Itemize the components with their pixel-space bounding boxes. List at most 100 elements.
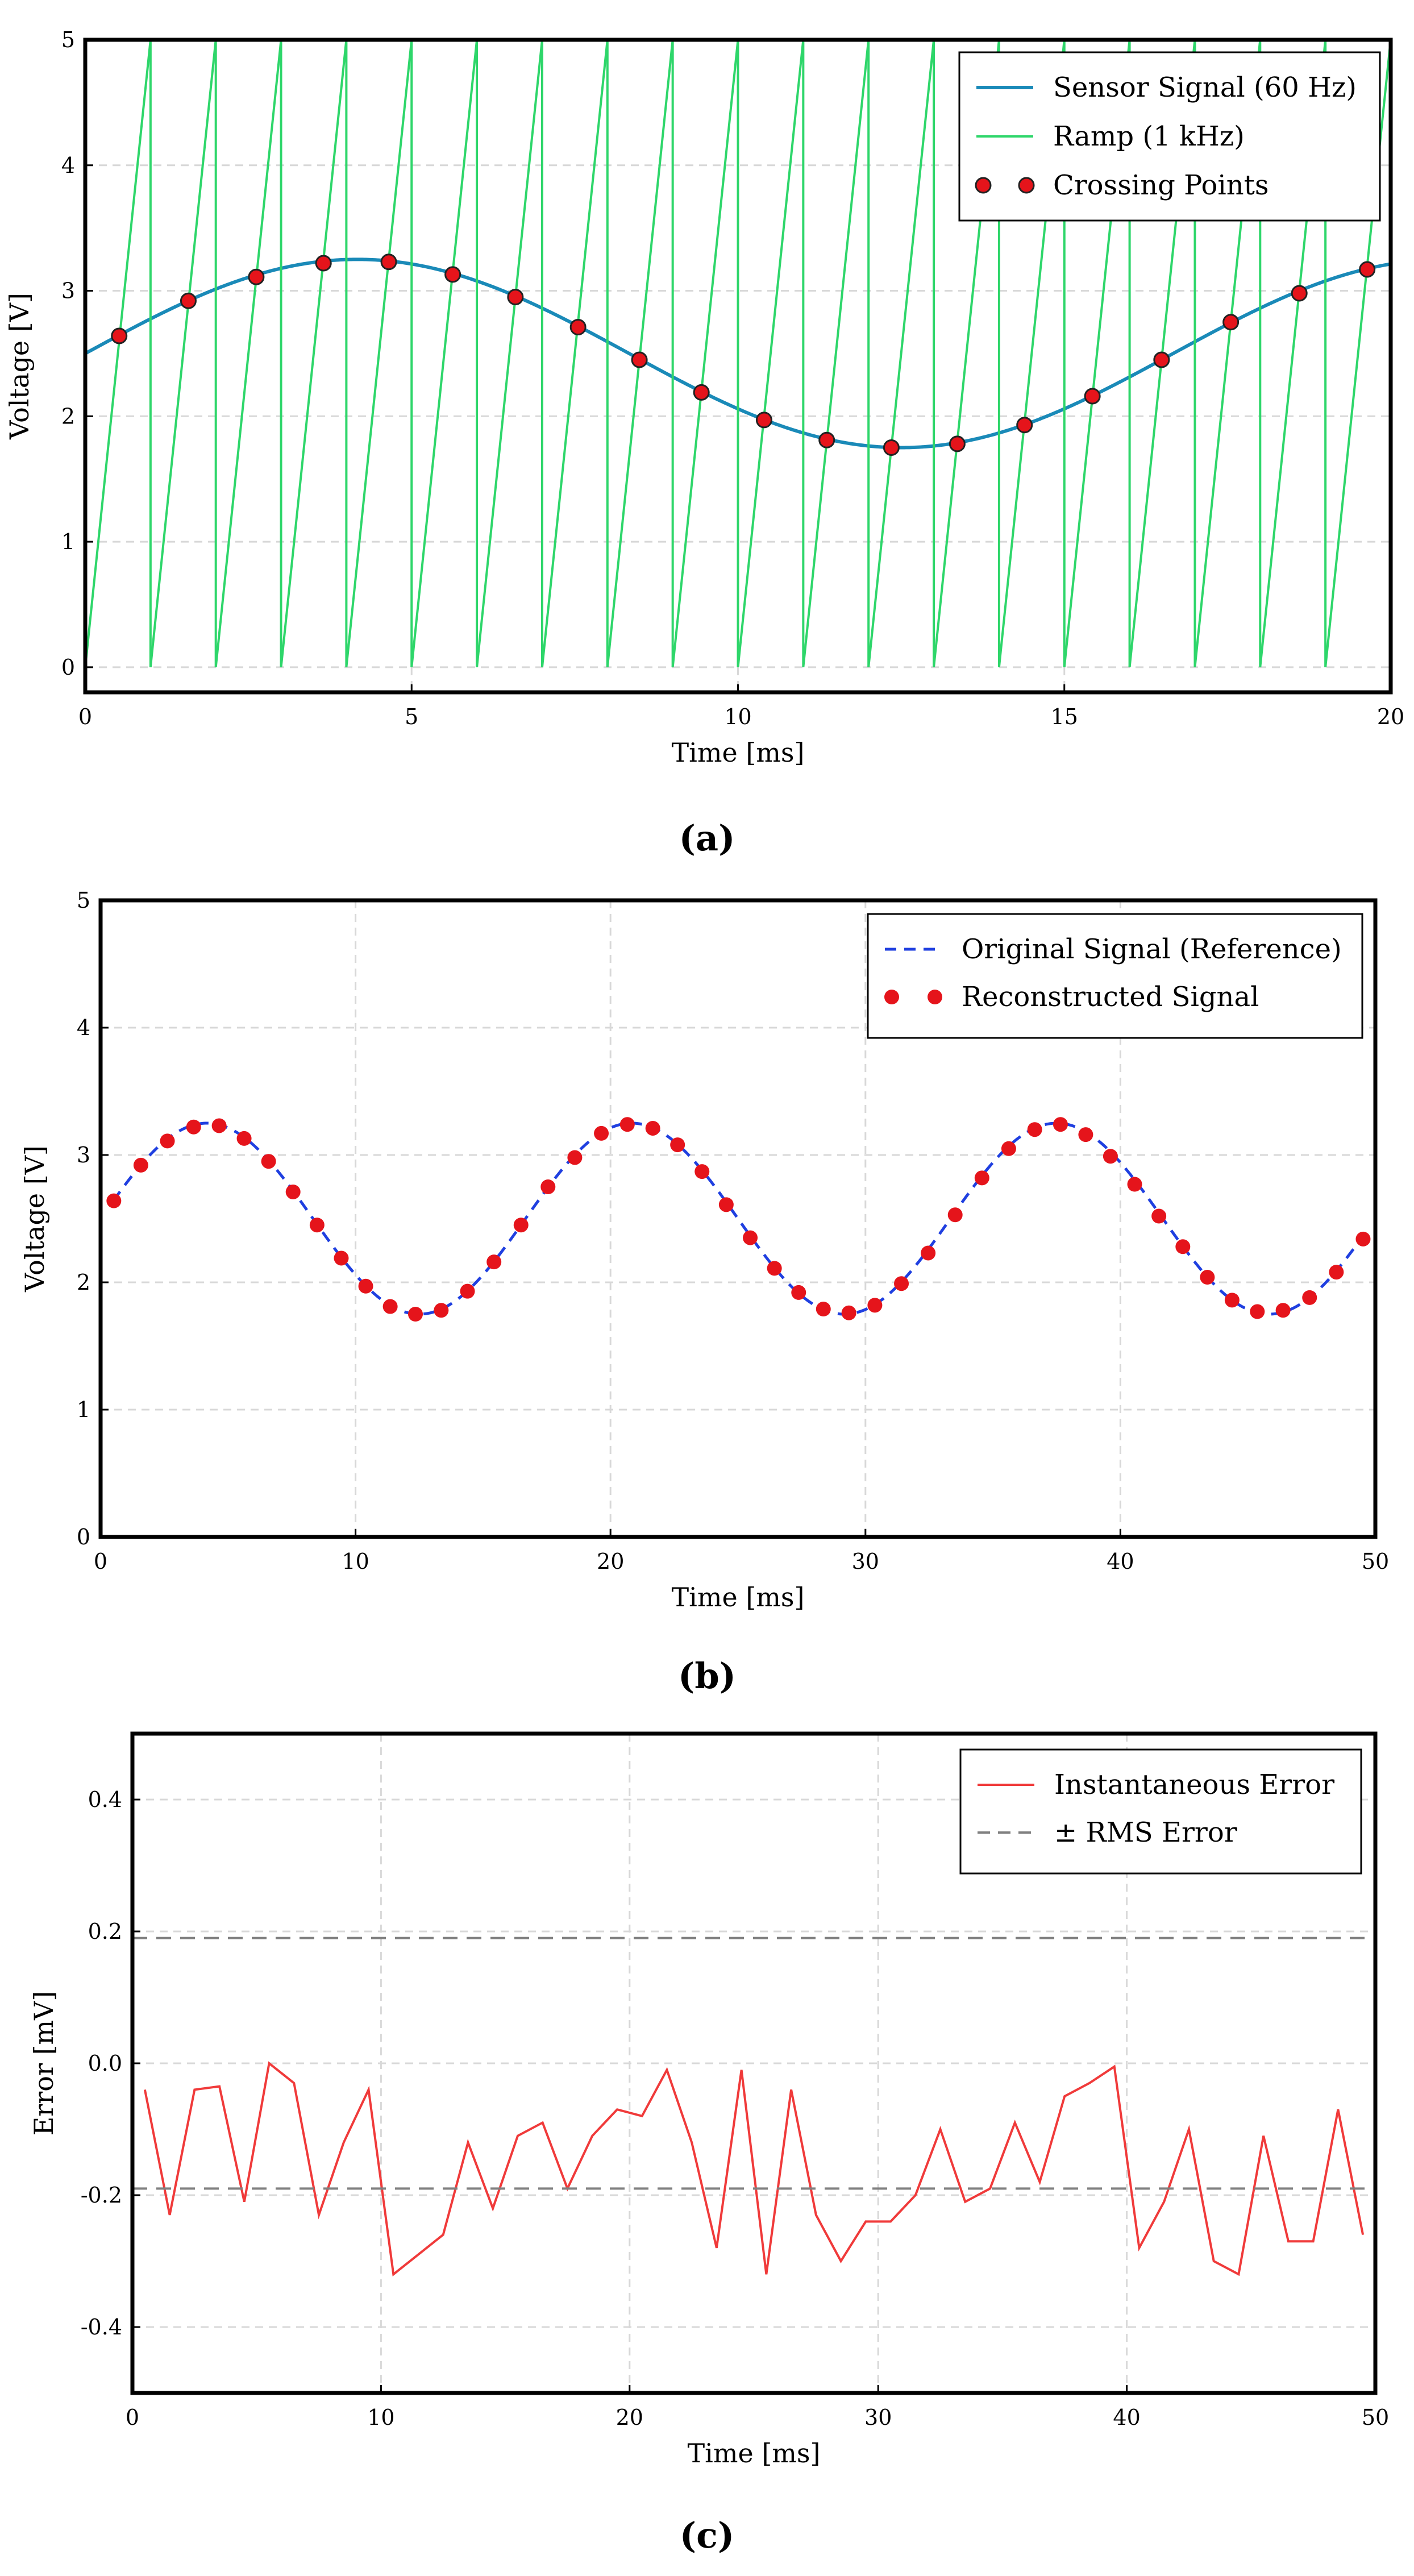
reconstructed-point-marker bbox=[767, 1261, 782, 1276]
crossing-point-marker bbox=[315, 255, 332, 272]
reconstructed-point-marker bbox=[434, 1303, 449, 1318]
series-line-reference bbox=[112, 1121, 1364, 1316]
reconstructed-point-marker bbox=[1078, 1127, 1093, 1142]
reconstructed-point-marker bbox=[791, 1285, 806, 1300]
ramp-rise-segment bbox=[149, 40, 217, 668]
reconstructed-point-marker bbox=[334, 1250, 349, 1266]
reconstructed-point-marker bbox=[894, 1276, 909, 1291]
chart-panel-b: 0 10 20 30 40 50 0 1 2 3 4 5 Time [ms] Voltage [V] Ori… bbox=[19, 888, 1389, 1697]
reconstructed-point-marker bbox=[841, 1305, 856, 1320]
legend-label: Original Signal (Reference) bbox=[962, 933, 1342, 965]
reconstructed-point-marker bbox=[486, 1254, 502, 1270]
legend-box bbox=[867, 913, 1363, 1039]
ramp-rise-segment bbox=[345, 40, 413, 668]
legend-swatch-marker bbox=[975, 177, 992, 194]
reconstructed-point-marker bbox=[743, 1230, 758, 1245]
reconstructed-point-marker bbox=[513, 1218, 529, 1233]
legend-box bbox=[959, 1748, 1362, 1875]
reconstructed-point-marker bbox=[718, 1197, 734, 1212]
plot-frame bbox=[98, 898, 1378, 1539]
crossing-point-marker bbox=[248, 268, 265, 285]
y-axis-label: Error [mV] bbox=[28, 1991, 59, 2136]
ramp-rise-segment bbox=[737, 40, 805, 668]
reconstructed-point-marker bbox=[160, 1133, 175, 1149]
reconstructed-point-marker bbox=[974, 1170, 989, 1186]
reconstructed-point-marker bbox=[645, 1120, 660, 1136]
y-axis-label: Voltage [V] bbox=[19, 1145, 50, 1293]
x-tick-label: 0 bbox=[78, 704, 92, 729]
ramp-rise-segment bbox=[410, 40, 479, 668]
crossing-point-marker bbox=[693, 384, 710, 401]
reconstructed-point-marker bbox=[133, 1157, 148, 1173]
x-tick-label: 50 bbox=[1362, 2405, 1389, 2430]
x-tick-label: 30 bbox=[852, 1549, 879, 1574]
y-tick-label: -0.2 bbox=[81, 2183, 122, 2208]
ramp-rise-segment bbox=[85, 40, 152, 668]
reconstructed-point-marker bbox=[1001, 1141, 1016, 1156]
ramp-rise-segment bbox=[540, 40, 609, 668]
crossing-point-marker bbox=[1359, 261, 1376, 278]
crossing-point-marker bbox=[1222, 314, 1240, 331]
legend: Instantaneous Error ± RMS Error bbox=[959, 1748, 1362, 1875]
reconstructed-point-marker bbox=[1027, 1122, 1042, 1137]
reconstructed-point-marker bbox=[1355, 1231, 1371, 1247]
reconstructed-point-marker bbox=[1224, 1293, 1240, 1308]
y-tick-label: 1 bbox=[77, 1397, 90, 1422]
y-axis-label: Voltage [V] bbox=[4, 293, 35, 440]
legend-label: Sensor Signal (60 Hz) bbox=[1053, 72, 1357, 103]
chart-panel-c: 0 10 20 30 40 50 -0.4 -0.2 0.0 0.2 0.4 Time [ms] Err… bbox=[28, 1731, 1389, 2556]
crossing-point-marker bbox=[883, 439, 900, 456]
reconstructed-point-marker bbox=[1175, 1239, 1191, 1254]
ramp-rise-segment bbox=[214, 40, 282, 668]
reconstructed-point-marker bbox=[694, 1164, 710, 1179]
reconstructed-point-marker bbox=[236, 1131, 252, 1146]
x-tick-label: 20 bbox=[597, 1549, 624, 1574]
reconstructed-point-marker bbox=[285, 1184, 301, 1199]
reconstructed-point-marker bbox=[1103, 1149, 1118, 1164]
panel-caption: (c) bbox=[680, 2515, 734, 2556]
crossing-point-marker bbox=[507, 289, 524, 306]
y-tick-label: 2 bbox=[77, 1270, 90, 1295]
x-tick-label: 5 bbox=[405, 704, 418, 729]
x-tick-label: 40 bbox=[1107, 1549, 1134, 1574]
y-tick-label: 0 bbox=[61, 655, 75, 680]
chart-panel-a: 0 5 10 15 20 0 1 2 3 4 5 Time [ms] Voltage [V] Sensor… bbox=[4, 27, 1404, 859]
y-tick-label: 2 bbox=[61, 404, 75, 429]
crossing-point-marker bbox=[380, 254, 397, 271]
reconstructed-point-marker bbox=[947, 1207, 963, 1223]
reconstructed-point-marker bbox=[460, 1283, 475, 1299]
ramp-rise-segment bbox=[476, 40, 543, 668]
crossing-point-marker bbox=[1291, 285, 1308, 302]
reconstructed-point-marker bbox=[1127, 1177, 1142, 1192]
legend-swatch-marker bbox=[928, 990, 942, 1004]
y-tick-label: 0.2 bbox=[88, 1919, 122, 1944]
legend-label: Ramp (1 kHz) bbox=[1053, 121, 1245, 152]
reconstructed-point-marker bbox=[309, 1218, 325, 1233]
crossing-point-marker bbox=[818, 431, 835, 448]
series-line-error bbox=[143, 2061, 1365, 2276]
crossing-point-marker bbox=[180, 292, 197, 309]
plot-area bbox=[106, 1117, 1371, 1322]
x-axis-label: Time [ms] bbox=[672, 1582, 805, 1613]
crossing-point-marker bbox=[1084, 388, 1101, 405]
reconstructed-point-marker bbox=[1250, 1304, 1265, 1319]
x-tick-label: 0 bbox=[126, 2405, 139, 2430]
y-tick-label: 0.0 bbox=[88, 2051, 122, 2076]
reconstructed-point-marker bbox=[1329, 1265, 1344, 1280]
x-tick-label: 50 bbox=[1362, 1549, 1389, 1574]
y-tick-label: 3 bbox=[61, 279, 75, 304]
reconstructed-point-marker bbox=[816, 1302, 831, 1317]
y-tick-label: -0.4 bbox=[81, 2315, 122, 2340]
y-tick-label: 1 bbox=[61, 529, 75, 554]
reconstructed-point-marker bbox=[867, 1298, 883, 1313]
y-tick-label: 3 bbox=[77, 1142, 90, 1167]
x-tick-label: 15 bbox=[1051, 704, 1078, 729]
panel-caption: (a) bbox=[679, 817, 735, 859]
y-tick-label: 5 bbox=[77, 888, 90, 913]
reconstructed-point-marker bbox=[186, 1119, 201, 1135]
reconstructed-point-marker bbox=[567, 1150, 583, 1165]
reconstructed-point-marker bbox=[1275, 1303, 1291, 1318]
reconstructed-point-marker bbox=[619, 1117, 635, 1132]
crossing-point-marker bbox=[949, 435, 966, 452]
